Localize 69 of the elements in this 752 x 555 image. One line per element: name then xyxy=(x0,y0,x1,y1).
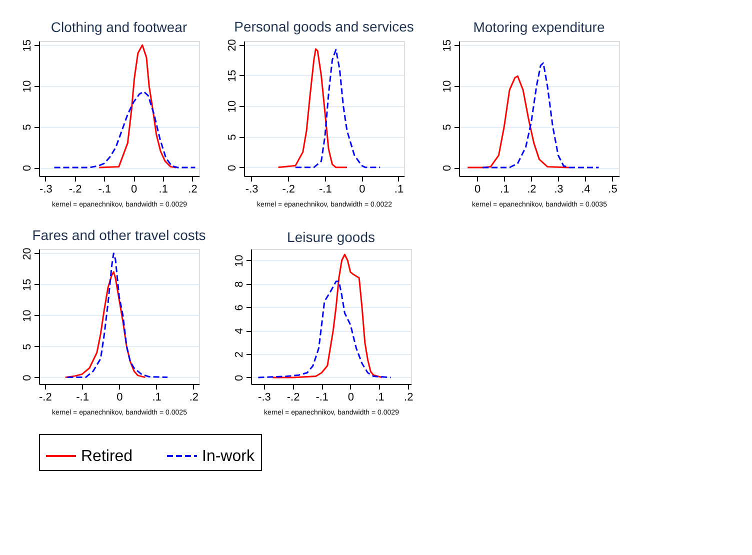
chart-title: Clothing and footwear xyxy=(50,18,188,35)
y-tick-label: 10 xyxy=(442,80,454,93)
x-tick-label: 0 xyxy=(474,184,481,196)
y-tick-label: 0 xyxy=(22,164,34,172)
x-tick-label: -.3 xyxy=(245,184,258,196)
x-tick-label: .2 xyxy=(527,184,536,196)
y-tick-label: 0 xyxy=(234,374,246,382)
y-tick-label: 5 xyxy=(226,134,238,140)
y-tick-label: 15 xyxy=(22,39,34,52)
x-tick-label: 0 xyxy=(116,392,123,404)
y-tick-label: 2 xyxy=(234,351,246,358)
y-tick-label: 0 xyxy=(22,374,34,381)
y-tick-label: 10 xyxy=(22,80,34,93)
x-tick-label: -.3 xyxy=(40,184,52,196)
y-tick-label: 10 xyxy=(22,310,34,322)
line-series xyxy=(98,44,177,168)
x-tick-label: .2 xyxy=(404,392,414,404)
legend-label: Retired xyxy=(81,448,133,465)
line-series xyxy=(66,252,168,378)
x-tick-label: .1 xyxy=(152,392,162,404)
y-tick-label: 6 xyxy=(234,304,246,311)
line-series xyxy=(272,254,383,378)
y-tick-label: 5 xyxy=(442,124,454,130)
x-tick-label: .3 xyxy=(554,184,564,196)
line-series xyxy=(257,280,392,378)
y-tick-label: 5 xyxy=(22,344,34,350)
chart-title: Fares and other travel costs xyxy=(32,227,206,244)
x-tick-label: 0 xyxy=(348,392,354,404)
y-tick-label: 15 xyxy=(442,39,454,52)
line-series xyxy=(54,90,196,168)
x-tick-label: -.1 xyxy=(316,392,329,404)
x-tick-label: -.2 xyxy=(286,392,300,404)
y-tick-label: 0 xyxy=(226,164,238,171)
x-tick-label: .1 xyxy=(158,184,168,196)
y-tick-label: 0 xyxy=(442,164,454,172)
y-tick-label: 15 xyxy=(226,70,238,82)
x-tick-label: .1 xyxy=(375,392,384,404)
legend-label: In-work xyxy=(202,448,256,465)
y-tick-label: 5 xyxy=(22,124,34,130)
x-tick-label: -.1 xyxy=(98,184,112,196)
chart-title: Leisure goods xyxy=(287,229,375,245)
x-tick-label: .2 xyxy=(189,392,199,404)
line-series xyxy=(294,48,381,168)
line-series xyxy=(482,62,600,168)
y-tick-label: 15 xyxy=(22,278,34,291)
line-series xyxy=(466,75,570,168)
x-tick-label: -.1 xyxy=(319,184,332,196)
line-series xyxy=(64,271,146,378)
x-tick-label: .1 xyxy=(500,184,510,196)
x-tick-label: .1 xyxy=(394,184,404,196)
x-tick-label: .5 xyxy=(608,184,618,196)
chart-title: Personal goods and services xyxy=(234,18,414,35)
x-tick-label: -.2 xyxy=(282,184,296,196)
line-series xyxy=(277,48,348,168)
x-tick-label: 0 xyxy=(359,184,366,196)
y-tick-label: 10 xyxy=(234,254,246,267)
x-tick-label: -.3 xyxy=(258,392,271,404)
y-tick-label: 10 xyxy=(226,100,238,113)
x-tick-label: -.1 xyxy=(76,392,89,404)
x-tick-label: 0 xyxy=(130,184,138,196)
y-tick-label: 8 xyxy=(234,281,246,288)
x-tick-label: -.2 xyxy=(39,392,52,404)
x-tick-label: .4 xyxy=(581,184,590,196)
y-tick-label: 20 xyxy=(226,39,238,52)
x-tick-label: .2 xyxy=(188,184,198,196)
y-tick-label: 20 xyxy=(22,248,34,260)
x-tick-label: -.2 xyxy=(68,184,82,196)
y-tick-label: 4 xyxy=(234,328,246,334)
chart-title: Motoring expenditure xyxy=(473,18,605,35)
